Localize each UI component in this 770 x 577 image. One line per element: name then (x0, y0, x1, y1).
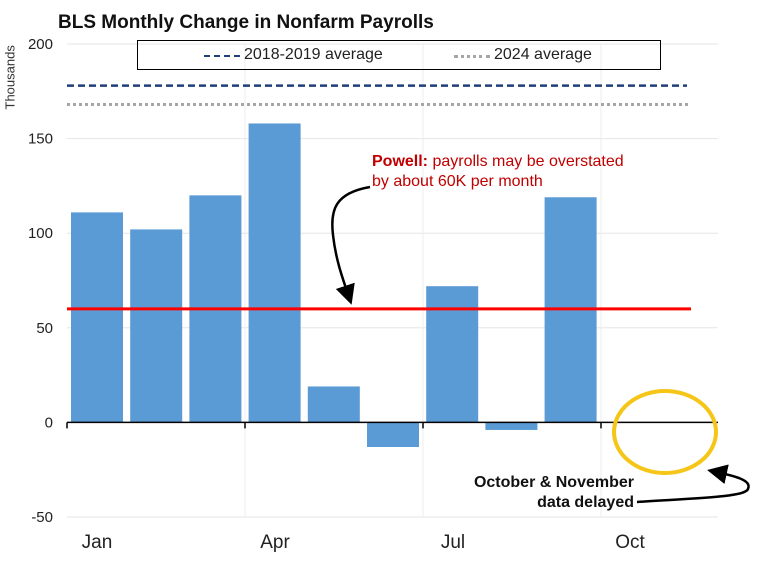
y-tick-label: 150 (28, 131, 53, 148)
delayed-annotation-line2: data delayed (537, 494, 634, 511)
y-tick-label: 50 (36, 320, 53, 337)
legend-dashed-line-icon (204, 55, 240, 57)
legend: 2018-2019 average 2024 average (137, 40, 661, 70)
legend-item-2018-2019: 2018-2019 average (244, 46, 383, 63)
delayed-annotation-line1: October & November (473, 474, 634, 491)
delayed-annotation: October & November data delayed (452, 473, 634, 513)
y-tick-label: -50 (31, 509, 53, 526)
powell-arrow-icon (331, 185, 371, 305)
powell-annotation: Powell: payrolls may be overstated by ab… (372, 152, 624, 192)
powell-annotation-text: payrolls may be overstated (432, 153, 624, 170)
bar-may (307, 386, 360, 423)
bar-jun (367, 422, 419, 447)
legend-item-2024: 2024 average (494, 46, 592, 63)
powell-annotation-bold: Powell: (372, 153, 429, 170)
y-tick-label: 200 (28, 36, 53, 53)
missing-data-highlight-circle (612, 389, 718, 475)
powell-annotation-text2: by about 60K per month (372, 173, 543, 190)
delayed-arrow-icon (636, 464, 750, 504)
y-tick-label: 0 (45, 414, 53, 431)
bar-apr (248, 123, 301, 423)
x-tick-label-jul: Jul (441, 532, 465, 553)
y-axis-label: Thousands (2, 45, 18, 110)
y-tick-label: 100 (28, 225, 53, 242)
legend-dotted-line-icon (454, 55, 490, 58)
bar-feb (130, 229, 183, 423)
bar-aug (485, 422, 538, 430)
bar-jul (426, 286, 479, 423)
chart-title: BLS Monthly Change in Nonfarm Payrolls (58, 12, 434, 33)
bar-jan (71, 212, 123, 423)
x-tick-label-oct: Oct (615, 532, 645, 553)
x-tick-label-jan: Jan (82, 532, 113, 553)
x-tick-label-apr: Apr (260, 532, 290, 553)
